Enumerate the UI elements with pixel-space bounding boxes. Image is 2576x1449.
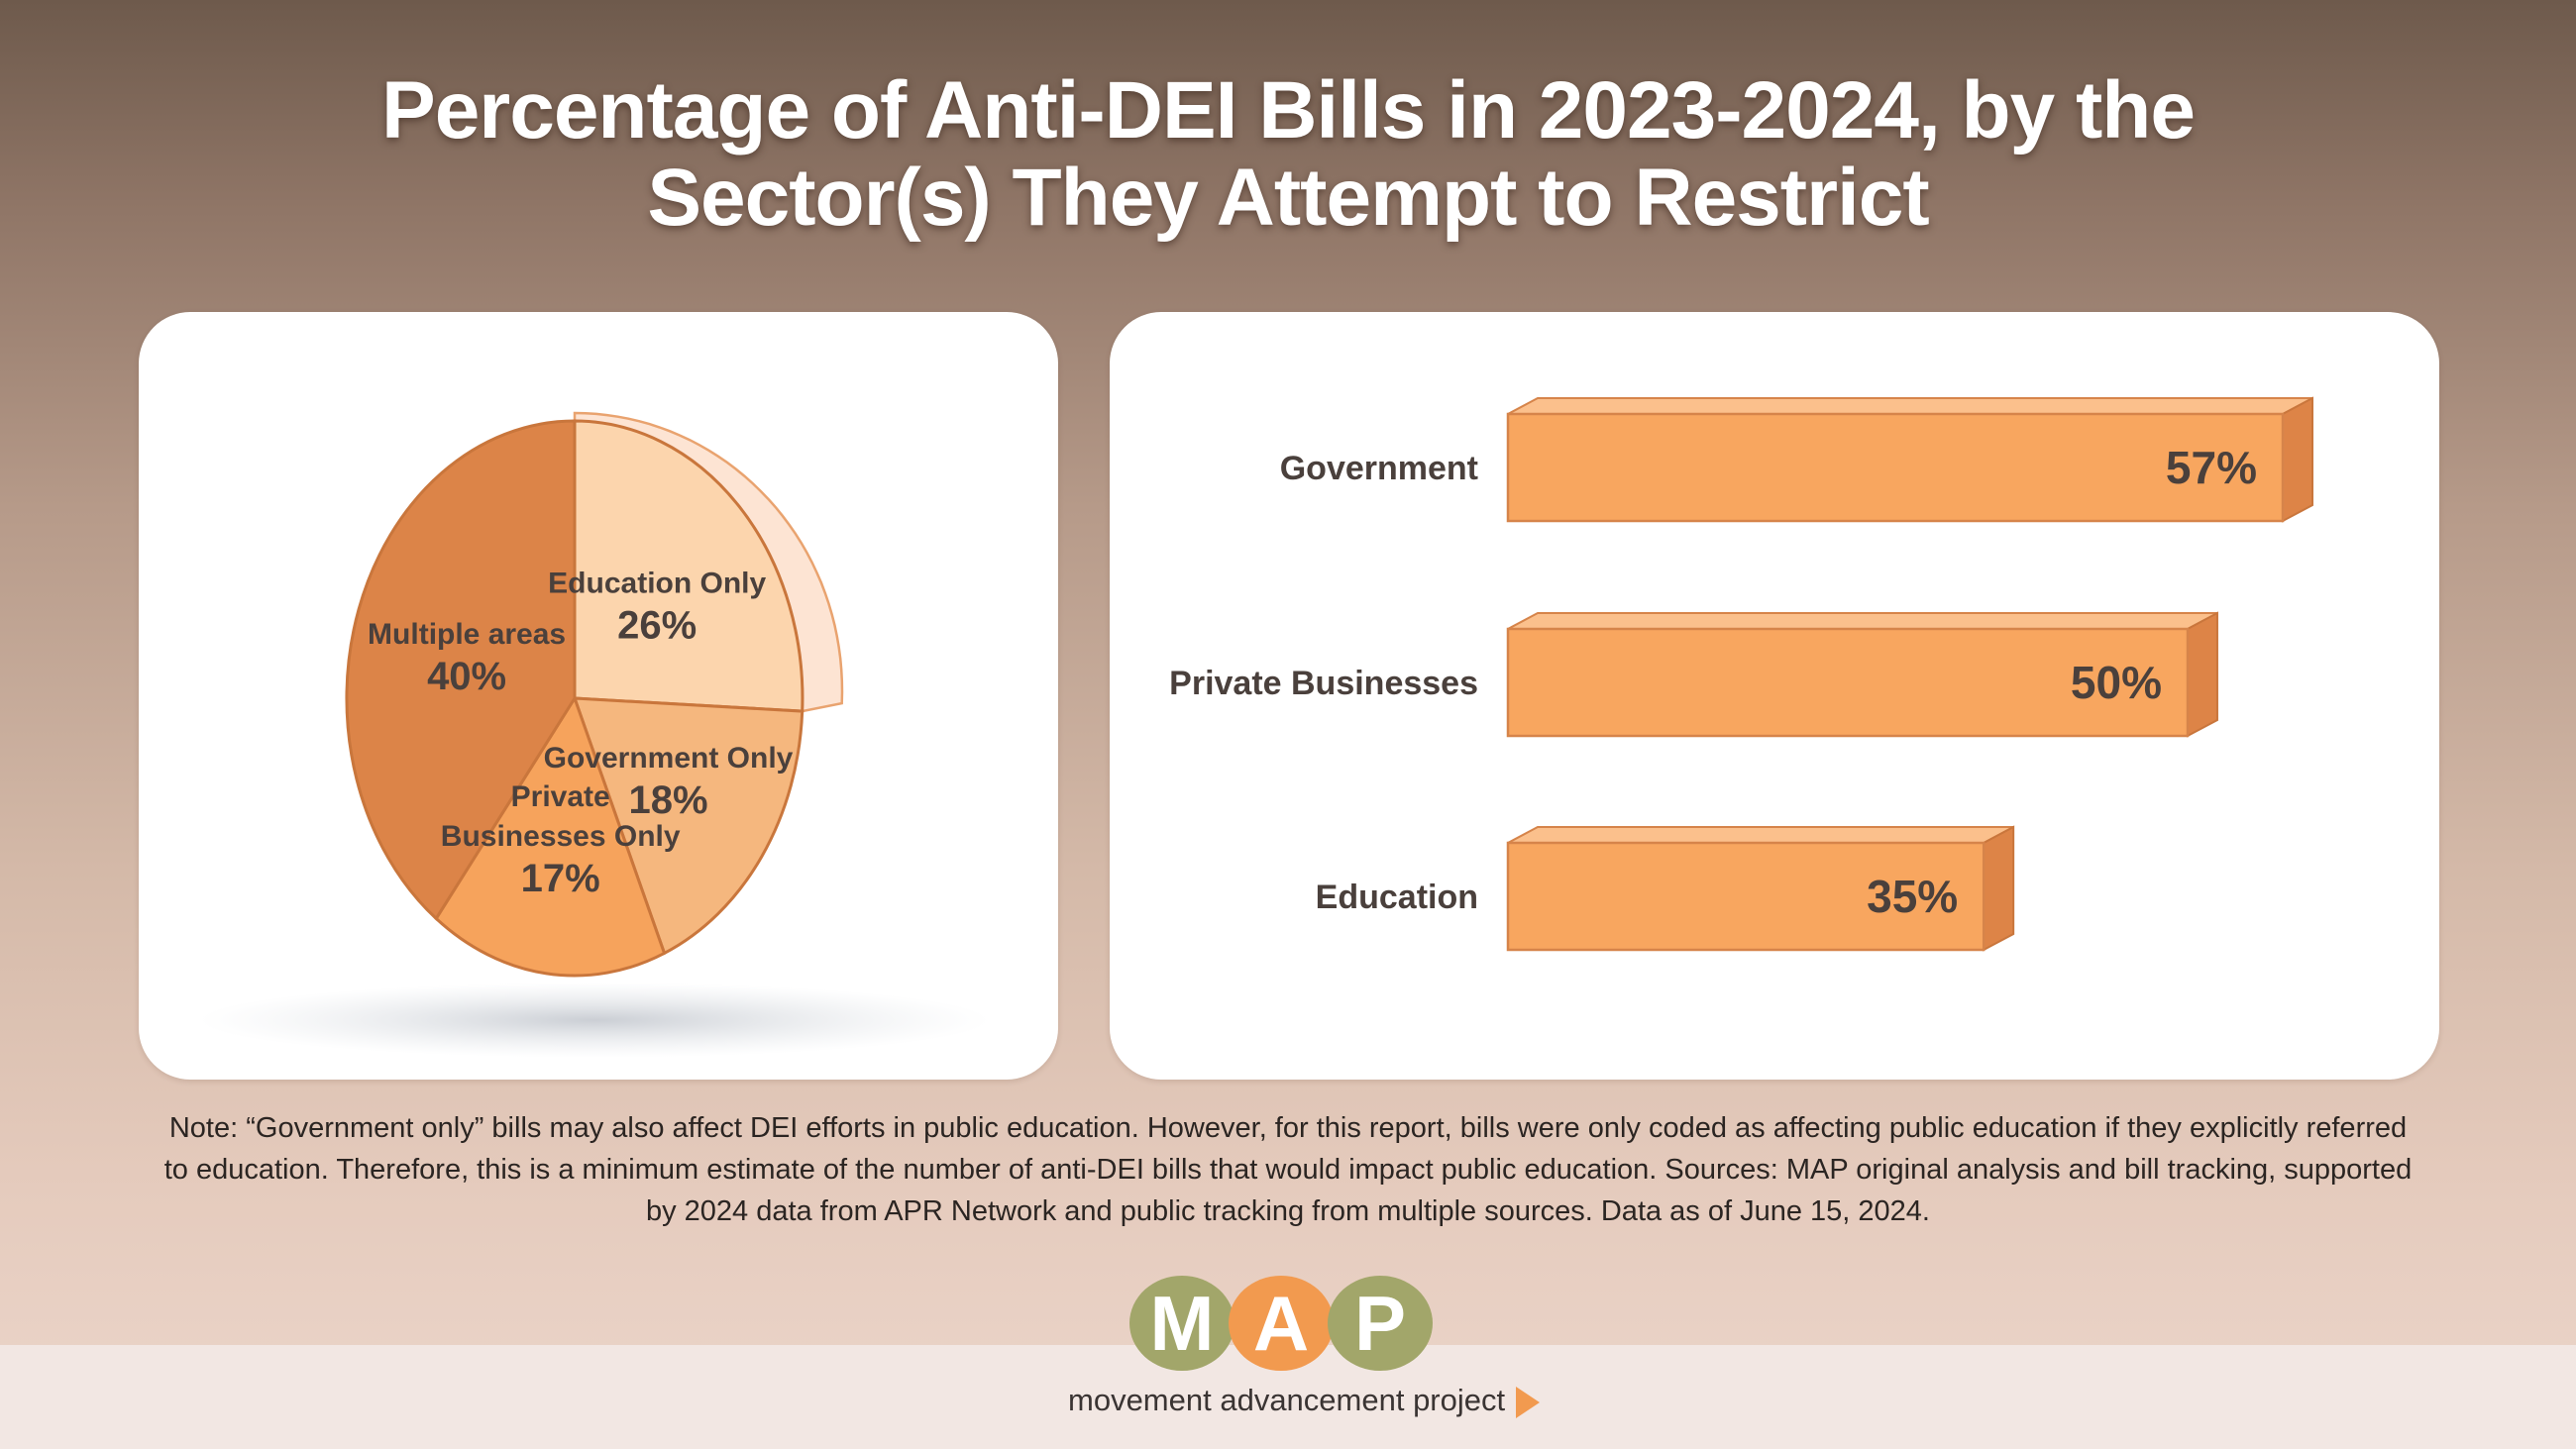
play-arrow-icon [1516,1387,1540,1418]
bar-row-government: Government 57% [1280,396,2313,523]
pie-chart-panel: Education Only 26% Government Only 18% Priva… [139,312,1058,1080]
bar-value-private-businesses: 50% [2071,657,2162,708]
bar-side-education [1983,825,2015,952]
bar-side-private-businesses [2186,611,2218,738]
bar-label-education: Education [1316,879,1478,916]
bars: Government 57% Private Businesses 50% Educat… [1169,396,2313,952]
pie-slice-private-businesses-only [434,694,667,978]
pie-slice-government-only [572,696,805,956]
bar-label-government: Government [1280,450,1478,487]
chart-title: Percentage of Anti-DEI Bills in 2023-202… [0,67,2576,242]
bar-education [1506,841,1986,952]
pie-slice-education-only [573,419,805,713]
bar-top-education [1507,826,2014,844]
title-line-2: Sector(s) They Attempt to Restrict [647,153,1929,243]
bar-chart-panel: Government 57% Private Businesses 50% Educat… [1110,312,2439,1080]
bar-side-government [2282,396,2313,523]
chart-note: Note: “Government only” bills may also a… [163,1112,2413,1227]
bar-value-government: 57% [2166,442,2257,493]
bar-row-education: Education 35% [1316,825,2015,952]
bar-top-private-businesses [1507,612,2218,630]
bar-private-businesses [1506,627,2190,738]
pie-value-government-only: 18% [628,778,707,822]
bar-label-private-businesses: Private Businesses [1169,665,1478,702]
title-line-1: Percentage of Anti-DEI Bills in 2023-202… [381,65,2196,155]
pie-value-private-businesses-only: 17% [521,857,600,900]
pie-value-education-only: 26% [617,603,697,647]
bar-row-private-businesses: Private Businesses 50% [1169,611,2218,738]
pie-label-private-businesses-only-line-1: Private [511,780,610,813]
pie-value-multiple-areas: 40% [427,655,506,698]
pie-slices [345,419,805,978]
pie-shadow [198,983,991,1058]
logo-letter-m: M [1129,1276,1234,1371]
pie-label-multiple-areas: Multiple areas [368,618,566,651]
map-logo: M A P movement advancement project [1068,1276,1546,1424]
bar-value-education: 35% [1867,871,1958,922]
pie-label-government-only: Government Only [544,742,794,775]
pie-label-private-businesses-only-line-2: Businesses Only [441,820,681,853]
bar-chart: Government 57% Private Businesses 50% Educat… [1169,396,2313,952]
pie-slice-multiple-areas [345,419,577,921]
logo-letter-p: P [1328,1276,1433,1371]
pie-label-education-only: Education Only [548,567,766,599]
bar-government [1506,412,2285,523]
bar-top-government [1507,397,2313,415]
logo-subtitle: movement advancement project [1068,1383,1506,1417]
logo-letter-a: A [1229,1276,1334,1371]
